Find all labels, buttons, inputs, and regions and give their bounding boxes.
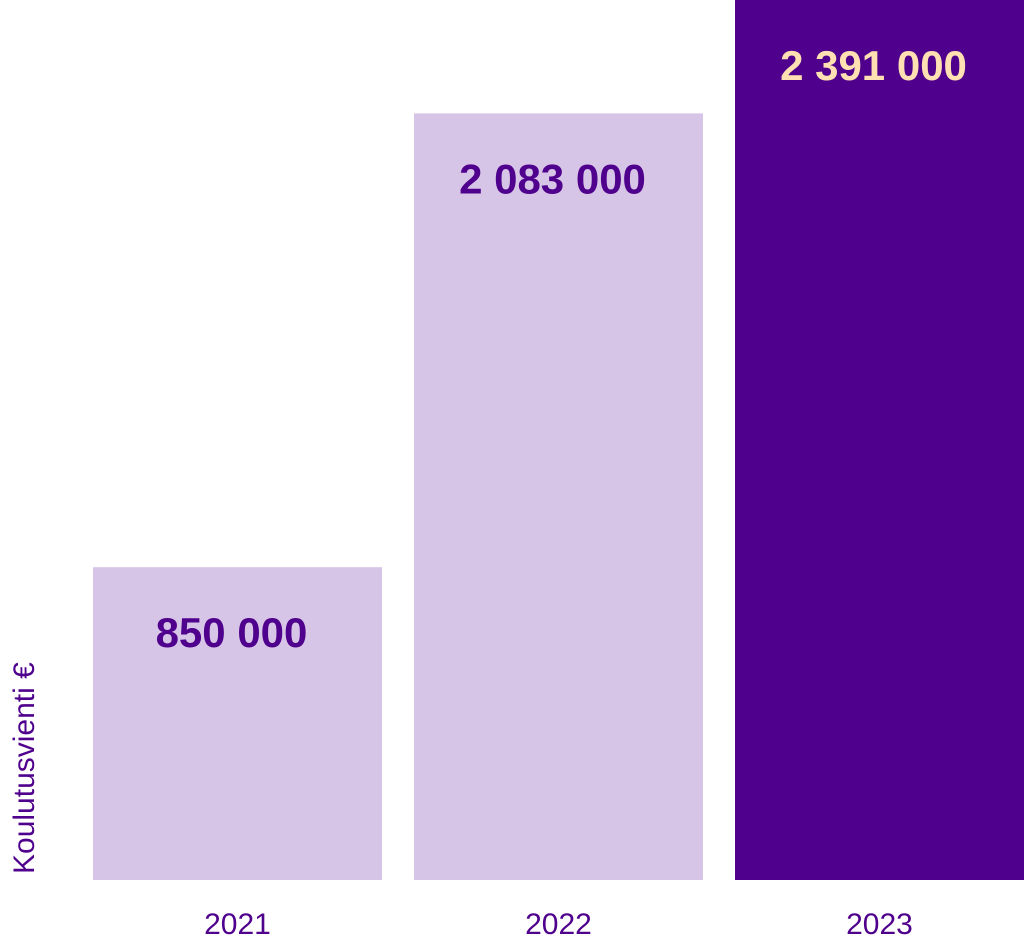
data-label-2021: 850 000 <box>156 609 308 656</box>
x-tick-labels-group: 2021 2022 2023 <box>204 908 913 941</box>
bar-2021 <box>93 567 382 880</box>
bar-2023 <box>735 0 1024 880</box>
x-tick-label-2021: 2021 <box>204 908 271 941</box>
data-label-2022: 2 083 000 <box>459 155 646 202</box>
x-tick-label-2023: 2023 <box>846 908 913 941</box>
data-labels-group: 850 000 2 083 000 2 391 000 <box>156 42 967 656</box>
y-axis-label: Koulutusvienti € <box>8 662 41 874</box>
bar-2022 <box>414 113 703 881</box>
bars-group <box>93 0 1024 881</box>
x-tick-label-2022: 2022 <box>525 908 592 941</box>
data-label-2023: 2 391 000 <box>780 42 967 89</box>
